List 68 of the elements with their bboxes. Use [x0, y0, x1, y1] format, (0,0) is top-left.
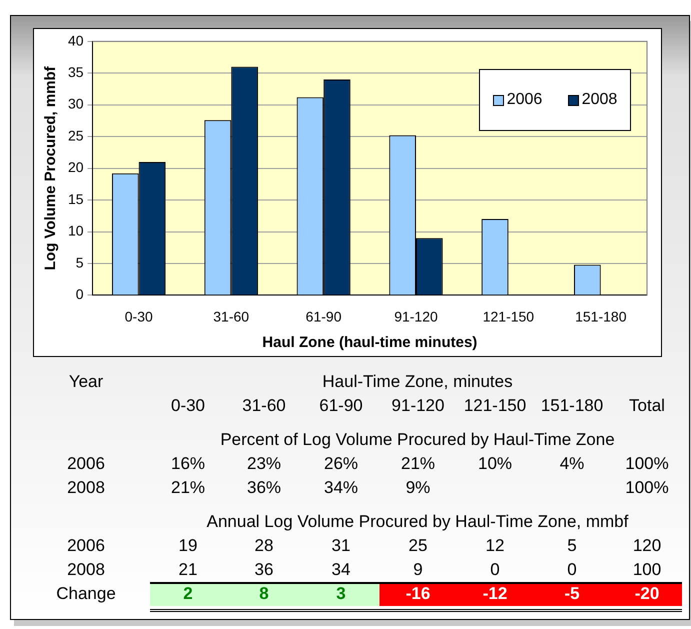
data-label: 34%: [324, 478, 358, 498]
data-label: 36: [254, 560, 274, 580]
data-label: 0: [490, 560, 500, 580]
data-label: 26%: [324, 454, 358, 474]
x-tick-label: 91-120: [392, 396, 444, 416]
chart-subtitle: Percent of Log Volume Procured by Haul-Time Zone: [220, 430, 615, 450]
y-tick-label: 0: [76, 286, 84, 302]
x-axis-title: Haul Zone (haul-time minutes): [262, 334, 478, 352]
x-tick-label: 121-150: [482, 308, 534, 324]
text: Year: [68, 372, 104, 392]
x-tick-label: 0-30: [170, 396, 206, 416]
chart-title: Haul-Time Zone, minutes: [322, 372, 513, 392]
y-tick-label: 2008: [67, 560, 105, 580]
x-tick-label: 31-60: [213, 308, 250, 324]
x-tick-label: 61-90: [319, 396, 363, 416]
data-label: 120: [632, 536, 662, 556]
data-label: -12: [482, 584, 508, 604]
y-tick-label: 40: [68, 32, 84, 48]
legend-label: 2006: [506, 91, 542, 109]
data-label: 3: [336, 584, 346, 604]
y-tick-label: 2006: [67, 536, 105, 556]
annotation: Annual Log Volume Procured by Haul-Time Zone, mmbf: [206, 512, 629, 532]
data-label: 25: [408, 536, 428, 556]
y-tick-label: 20: [68, 159, 84, 176]
y-tick-label: 10: [68, 222, 84, 239]
data-label: 2: [183, 584, 193, 604]
data-label: 100%: [625, 478, 669, 498]
data-label: 28: [254, 536, 274, 556]
data-label: -16: [406, 584, 430, 604]
data-label: 4%: [560, 454, 584, 474]
y-tick-label: 2006: [67, 454, 105, 474]
legend-label: 2008: [582, 91, 618, 109]
x-tick-label: 61-90: [306, 308, 342, 324]
data-label: 16%: [170, 454, 206, 474]
data-label: 34: [332, 560, 350, 580]
data-label: 9: [413, 560, 423, 580]
y-tick-label: 30: [68, 96, 84, 112]
data-label: 100: [632, 560, 662, 580]
data-label: -20: [634, 584, 660, 604]
x-tick-label: Total: [629, 396, 665, 416]
data-label: 21%: [170, 478, 206, 498]
x-tick-label: 31-60: [242, 396, 286, 416]
x-tick-label: 151-180: [575, 308, 627, 324]
y-tick-label: 2008: [67, 478, 105, 498]
data-label: 9%: [406, 478, 430, 498]
y-tick-label: 15: [68, 190, 84, 207]
data-label: 19: [178, 536, 198, 556]
y-axis-title: Log Volume Procured, mmbf: [42, 65, 60, 270]
y-tick-label: Change: [56, 584, 116, 604]
y-tick-label: 25: [68, 127, 84, 144]
x-tick-label: 151-180: [540, 396, 604, 416]
y-tick-label: 5: [76, 254, 84, 270]
data-label: 100%: [625, 454, 669, 474]
data-label: -5: [564, 584, 580, 604]
data-label: 5: [567, 536, 577, 556]
data-label: 21%: [400, 454, 436, 474]
x-tick-label: 121-150: [464, 396, 526, 416]
data-label: 36%: [246, 478, 282, 498]
data-label: 10%: [478, 454, 512, 474]
data-label: 12: [486, 536, 504, 556]
data-label: 31: [332, 536, 350, 556]
data-label: 0: [567, 560, 577, 580]
x-tick-label: 0-30: [124, 308, 153, 324]
data-label: 8: [259, 584, 269, 604]
data-label: 21: [178, 560, 198, 580]
y-tick-label: 35: [68, 64, 84, 80]
data-label: 23%: [246, 454, 282, 474]
x-tick-label: 91-120: [394, 308, 438, 324]
